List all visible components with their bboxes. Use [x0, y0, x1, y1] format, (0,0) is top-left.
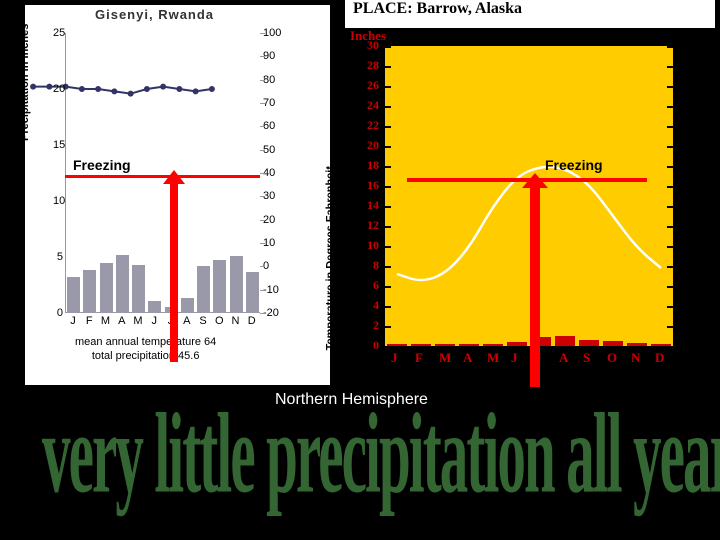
month-label: M — [130, 315, 146, 327]
right-ytick-r: 10 — [691, 218, 703, 233]
main-caption: very little precipitation all year — [42, 389, 688, 520]
precip-bar — [213, 260, 226, 313]
month-label-right: M — [439, 350, 451, 366]
precip-bar — [197, 266, 210, 313]
precip-bar — [100, 263, 113, 313]
left-ytick: 5 — [53, 251, 63, 263]
month-label-right: J — [391, 350, 398, 366]
right-ytick-l: 22 — [357, 118, 379, 133]
month-label-right: S — [583, 350, 590, 366]
left-climograph-panel: Gisenyi, Rwanda Precipitation in Inches … — [25, 5, 330, 385]
right-ytick-r: 80 — [691, 78, 703, 93]
left-ytick-r: -10 — [263, 284, 279, 296]
precip-bar — [116, 255, 129, 313]
month-label-right: J — [511, 350, 518, 366]
month-label: A — [114, 315, 130, 327]
right-ytick-l: 18 — [357, 158, 379, 173]
left-ytick: 10 — [53, 195, 63, 207]
right-ytick-l: 16 — [357, 178, 379, 193]
left-caption: mean annual temperature 64total precipit… — [75, 335, 216, 364]
right-climograph-panel: PLACE: Barrow, Alaska Inches °F 02468101… — [345, 0, 715, 380]
left-ytick: 15 — [53, 139, 63, 151]
month-label-right: A — [559, 350, 568, 366]
right-temp-line — [385, 46, 673, 346]
arrow-right-head — [522, 173, 548, 188]
month-label-right: M — [487, 350, 499, 366]
right-ytick-l: 4 — [357, 298, 379, 313]
left-ytick: 20 — [53, 83, 63, 95]
temp-axis-label: Temperature in Degrees Fahrenheit — [324, 166, 336, 350]
right-ytick-r: 50 — [691, 138, 703, 153]
right-ytick-r: 0 — [697, 238, 703, 253]
left-ytick: 25 — [53, 27, 63, 39]
arrow-left-shaft — [170, 177, 178, 362]
right-ytick-l: 28 — [357, 58, 379, 73]
right-ytick-l: 10 — [357, 238, 379, 253]
right-ytick-r: -50 — [687, 338, 703, 353]
month-label: J — [146, 315, 162, 327]
right-ytick-l: 24 — [357, 98, 379, 113]
month-label-right: A — [463, 350, 472, 366]
month-label: D — [244, 315, 260, 327]
month-label-right: O — [607, 350, 617, 366]
right-ytick-l: 8 — [357, 258, 379, 273]
right-ytick-l: 20 — [357, 138, 379, 153]
right-ytick-r: 20 — [691, 198, 703, 213]
month-label: J — [65, 315, 81, 327]
right-ytick-l: 30 — [357, 38, 379, 53]
month-label-right: N — [631, 350, 640, 366]
right-ytick-r: -30 — [687, 298, 703, 313]
precip-bar — [246, 272, 259, 313]
month-label-right: F — [415, 350, 423, 366]
precip-bar — [67, 277, 80, 313]
right-ytick-r: -40 — [687, 318, 703, 333]
right-ytick-l: 14 — [357, 198, 379, 213]
left-ytick-r: 100 — [263, 27, 281, 39]
month-label: N — [228, 315, 244, 327]
month-label: S — [195, 315, 211, 327]
right-ytick-l: 0 — [357, 338, 379, 353]
freezing-label-left: Freezing — [73, 157, 131, 173]
arrow-right-shaft — [530, 182, 540, 387]
right-ytick-r: 100 — [685, 38, 703, 53]
month-label-right: D — [655, 350, 664, 366]
precip-bar — [83, 270, 96, 313]
month-label: M — [98, 315, 114, 327]
arrow-left-head — [163, 170, 185, 184]
right-ytick-l: 26 — [357, 78, 379, 93]
right-ytick-r: -20 — [687, 278, 703, 293]
right-ytick-l: 12 — [357, 218, 379, 233]
right-title: PLACE: Barrow, Alaska — [353, 0, 522, 18]
right-ytick-r: 30 — [691, 178, 703, 193]
month-label: F — [81, 315, 97, 327]
freezing-label-right: Freezing — [545, 157, 603, 173]
right-ytick-r: 90 — [691, 58, 703, 73]
month-label: A — [179, 315, 195, 327]
precip-bar — [230, 256, 243, 313]
precip-bar — [132, 265, 145, 313]
left-ytick-r: -20 — [263, 307, 279, 319]
right-ytick-r: 60 — [691, 118, 703, 133]
precip-bar — [148, 301, 161, 313]
precip-bar — [181, 298, 194, 313]
left-ytick: 0 — [53, 307, 63, 319]
right-ytick-r: 70 — [691, 98, 703, 113]
right-ytick-r: 40 — [691, 158, 703, 173]
right-ytick-l: 6 — [357, 278, 379, 293]
right-ytick-r: -10 — [687, 258, 703, 273]
month-label: O — [211, 315, 227, 327]
right-ytick-l: 2 — [357, 318, 379, 333]
